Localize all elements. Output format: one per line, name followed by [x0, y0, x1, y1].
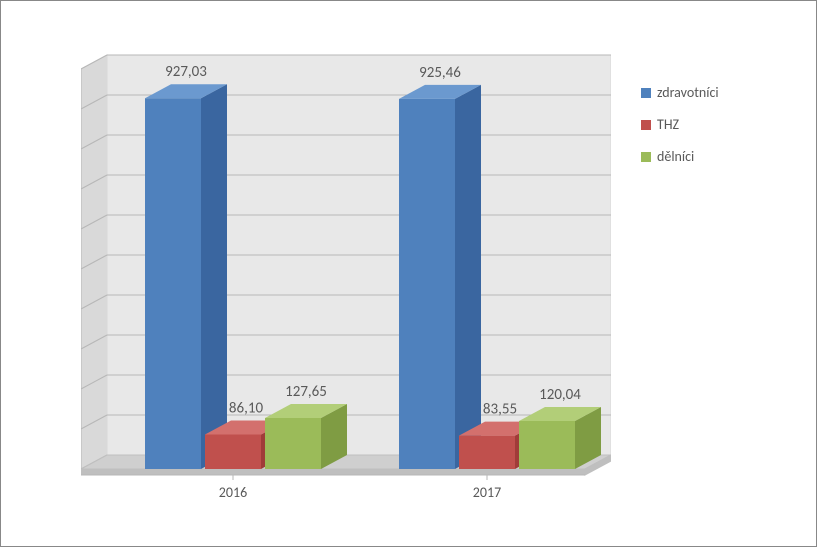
- legend-label: zdravotníci: [657, 86, 719, 100]
- legend-swatch: [641, 120, 651, 130]
- x-category-label: 2017: [473, 484, 501, 501]
- bar-side: [455, 85, 481, 469]
- data-label: 83,55: [483, 401, 517, 419]
- legend-swatch: [641, 152, 651, 162]
- bar-side: [201, 84, 227, 469]
- data-label: 127,65: [285, 383, 327, 401]
- legend: zdravotníci THZ dělníci: [641, 86, 719, 182]
- plot-area: 0,00100,00200,00300,00400,00500,00600,00…: [81, 21, 611, 501]
- chart-svg: 0,00100,00200,00300,00400,00500,00600,00…: [81, 21, 611, 501]
- bar-front: [205, 435, 261, 469]
- legend-item: THZ: [641, 118, 719, 132]
- x-category-label: 2016: [219, 484, 247, 501]
- bar-front: [519, 421, 575, 469]
- legend-swatch: [641, 88, 651, 98]
- legend-item: zdravotníci: [641, 86, 719, 100]
- legend-label: THZ: [657, 118, 679, 132]
- legend-item: dělníci: [641, 150, 719, 164]
- data-label: 86,10: [229, 400, 264, 418]
- bar-front: [265, 418, 321, 469]
- data-label: 927,03: [165, 63, 207, 81]
- bar-front: [399, 99, 455, 469]
- chart-container: 0,00100,00200,00300,00400,00500,00600,00…: [0, 0, 817, 547]
- legend-label: dělníci: [657, 150, 694, 164]
- data-label: 120,04: [539, 386, 581, 404]
- bar-front: [145, 98, 201, 469]
- bar-front: [459, 436, 515, 469]
- data-label: 925,46: [419, 64, 461, 82]
